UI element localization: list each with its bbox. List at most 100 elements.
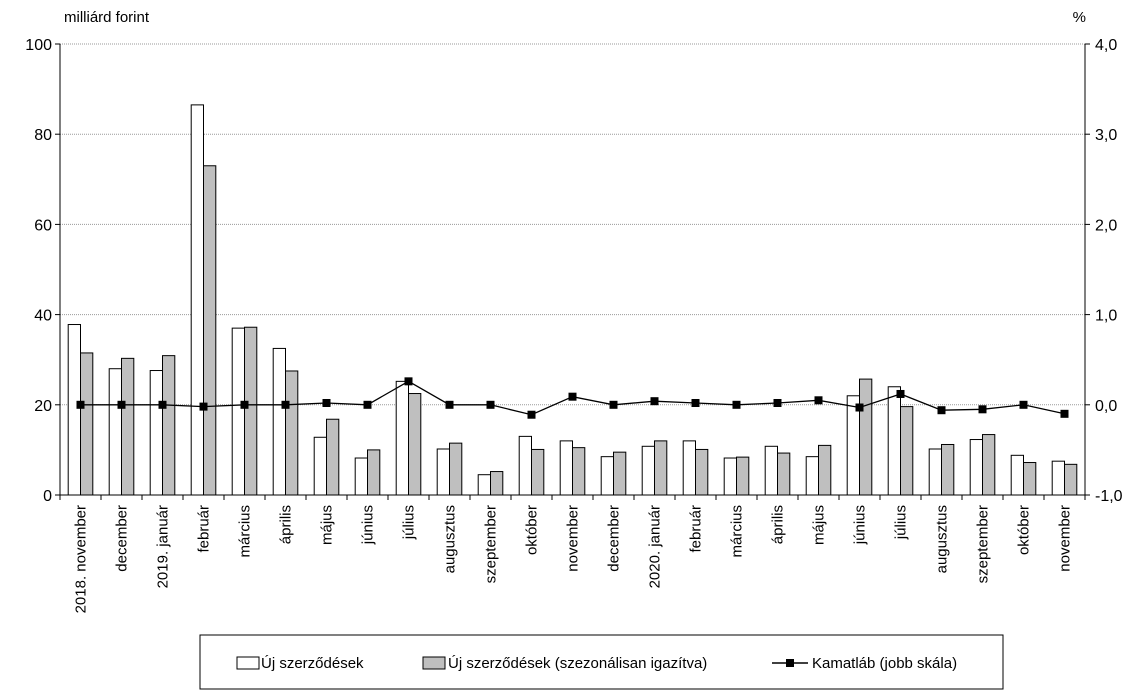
category-label: november xyxy=(565,505,582,572)
category-label: július xyxy=(401,505,418,540)
category-label: április xyxy=(278,505,295,544)
right-tick-label: 3,0 xyxy=(1095,127,1117,144)
bar-seasonally-adjusted xyxy=(654,440,668,496)
interest-rate-marker xyxy=(1019,400,1028,409)
gridlines xyxy=(60,43,1085,406)
category-label: május xyxy=(811,505,828,545)
category-label: augusztus xyxy=(934,505,951,573)
legend-marker-interest-rate xyxy=(786,659,794,667)
bar-new-contracts xyxy=(764,445,779,496)
bar-new-contracts xyxy=(231,327,245,496)
bar-new-contracts xyxy=(272,347,287,496)
category-label: szeptember xyxy=(483,505,500,583)
bar-new-contracts xyxy=(313,436,328,496)
interest-rate-marker xyxy=(322,398,331,407)
category-label: június xyxy=(360,505,377,545)
right-tick-label: 4,0 xyxy=(1095,37,1117,54)
bar-seasonally-adjusted xyxy=(162,355,176,496)
category-label: december xyxy=(606,505,623,572)
right-axis-unit: % xyxy=(1073,9,1086,26)
bar-new-contracts xyxy=(190,104,204,496)
bar-seasonally-adjusted xyxy=(818,444,832,496)
right-tick-label: 2,0 xyxy=(1095,217,1117,234)
legend-label-interest-rate: Kamatláb (jobb skála) xyxy=(812,655,957,672)
bar-new-contracts xyxy=(969,439,984,496)
line-series xyxy=(76,377,1069,419)
bar-new-contracts xyxy=(477,474,492,496)
bar-new-contracts xyxy=(559,440,574,496)
category-label: április xyxy=(770,505,787,544)
category-label: október xyxy=(1016,505,1033,555)
interest-rate-marker xyxy=(568,392,577,401)
legend-label-seasonally-adjusted: Új szerződések (szezonálisan igazítva) xyxy=(448,655,707,672)
interest-rate-marker xyxy=(158,400,167,409)
category-label: március xyxy=(729,505,746,558)
bar-new-contracts xyxy=(149,370,163,496)
axes xyxy=(55,43,1090,500)
bar-new-contracts xyxy=(67,324,81,496)
interest-rate-marker xyxy=(609,400,618,409)
legend-swatch-seasonally-adjusted xyxy=(422,656,446,670)
bar-seasonally-adjusted xyxy=(121,357,135,496)
interest-rate-marker xyxy=(896,389,905,398)
interest-rate-marker xyxy=(732,400,741,409)
left-tick-label: 20 xyxy=(34,398,52,415)
tick-labels: 0 20 40 60 80 100 -1,0 0,0 1,0 2,0 3,0 4,0 xyxy=(25,37,1122,505)
bar-new-contracts xyxy=(436,448,451,496)
legend-swatch-new-contracts xyxy=(236,656,260,670)
category-label: november xyxy=(1057,505,1074,572)
interest-rate-marker xyxy=(650,397,659,406)
category-label: február xyxy=(688,505,705,553)
interest-rate-marker xyxy=(445,400,454,409)
interest-rate-marker xyxy=(814,396,823,405)
interest-rate-marker xyxy=(855,403,864,412)
bar-new-contracts xyxy=(805,456,820,496)
left-tick-label: 100 xyxy=(25,37,52,54)
bar-new-contracts xyxy=(928,448,943,496)
bar-seasonally-adjusted xyxy=(695,448,709,496)
legend-label-new-contracts: Új szerződések xyxy=(261,655,364,672)
interest-rate-marker xyxy=(404,377,413,386)
category-label: 2018. november xyxy=(73,505,90,613)
bar-seasonally-adjusted xyxy=(613,451,627,496)
category-label: május xyxy=(319,505,336,545)
left-tick-label: 60 xyxy=(34,217,52,234)
bar-seasonally-adjusted xyxy=(80,352,94,496)
bar-seasonally-adjusted xyxy=(490,471,504,496)
bar-seasonally-adjusted xyxy=(531,448,545,496)
interest-rate-marker xyxy=(937,406,946,415)
interest-rate-marker xyxy=(240,400,249,409)
interest-rate-marker xyxy=(117,400,126,409)
category-labels: 2018. november december 2019. január februá… xyxy=(73,505,1074,613)
right-tick-label: -1,0 xyxy=(1095,488,1123,505)
category-label: július xyxy=(893,505,910,540)
bar-seasonally-adjusted xyxy=(203,165,217,496)
bar-seasonally-adjusted xyxy=(982,434,996,496)
bar-seasonally-adjusted xyxy=(449,442,463,496)
bar-seasonally-adjusted xyxy=(736,456,750,496)
bar-new-contracts xyxy=(723,457,738,496)
legend-box xyxy=(199,634,1004,690)
bar-seasonally-adjusted xyxy=(1064,463,1078,496)
left-tick-label: 0 xyxy=(43,488,52,505)
category-label: 2019. január xyxy=(155,505,172,588)
bar-new-contracts xyxy=(887,386,902,496)
interest-rate-marker xyxy=(773,398,782,407)
bar-seasonally-adjusted xyxy=(900,406,914,496)
bar-seasonally-adjusted xyxy=(326,418,340,496)
bar-seasonally-adjusted xyxy=(777,452,791,496)
left-tick-label: 40 xyxy=(34,308,52,325)
left-tick-label: 80 xyxy=(34,127,52,144)
bar-new-contracts xyxy=(641,445,656,496)
bar-seasonally-adjusted xyxy=(408,393,422,496)
bar-seasonally-adjusted xyxy=(367,449,381,496)
bar-new-contracts xyxy=(1010,454,1025,496)
bar-seasonally-adjusted xyxy=(1023,462,1037,496)
bar-seasonally-adjusted xyxy=(941,443,955,496)
bar-seasonally-adjusted xyxy=(244,326,258,496)
category-label: 2020. január xyxy=(647,505,664,588)
right-tick-label: 1,0 xyxy=(1095,308,1117,325)
bar-seasonally-adjusted xyxy=(285,370,299,496)
interest-rate-marker xyxy=(527,410,536,419)
